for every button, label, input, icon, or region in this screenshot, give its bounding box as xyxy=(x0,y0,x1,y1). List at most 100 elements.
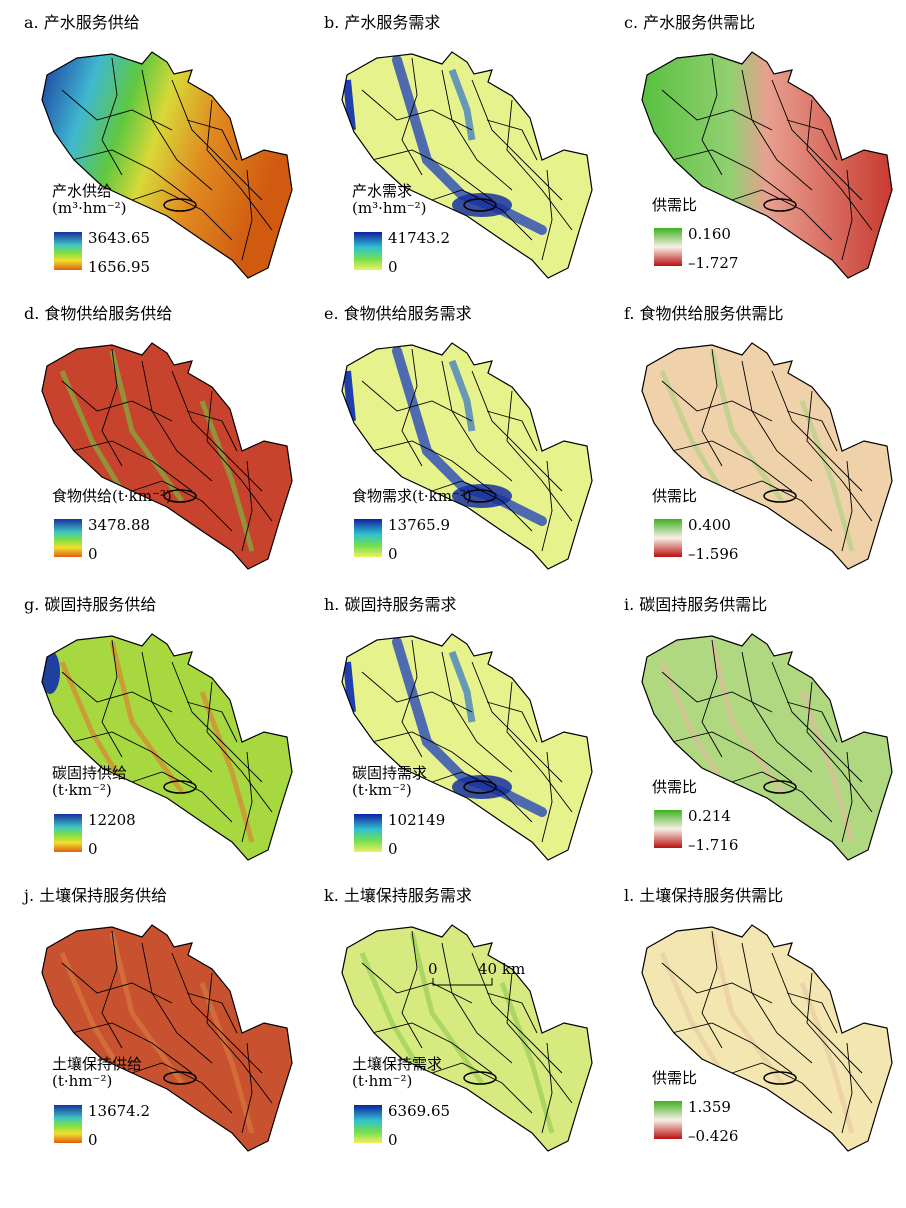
scale-bar: 0 40 km xyxy=(428,960,525,986)
legend-colorbar xyxy=(54,1105,82,1143)
demand-hotspot xyxy=(448,68,476,141)
urban-area xyxy=(163,489,197,503)
subbasin-boundary xyxy=(441,651,513,773)
map xyxy=(42,52,292,278)
subbasin-boundary xyxy=(186,992,238,1034)
panel-title: c. 产水服务供需比 xyxy=(624,13,755,32)
subbasin-boundary xyxy=(671,731,793,783)
demand-hotspot xyxy=(448,650,476,723)
subbasin-boundary xyxy=(506,390,573,522)
subbasin-boundary xyxy=(186,701,238,743)
legend-max: 13674.2 xyxy=(88,1102,150,1120)
map-texture xyxy=(659,641,855,843)
legend-title: 碳固持供给 xyxy=(52,764,127,782)
subbasin-boundary xyxy=(701,639,723,758)
subbasin-boundary xyxy=(401,57,423,176)
legend-title: 产水供给 xyxy=(52,182,112,200)
legend-title: 土壤保持需求 xyxy=(352,1055,442,1073)
subbasin-boundary xyxy=(471,952,563,1074)
scale-end: 40 km xyxy=(478,960,525,978)
subbasin-boundary xyxy=(401,348,423,467)
subbasin-boundary xyxy=(701,930,723,1049)
subbasin-boundary xyxy=(841,169,853,261)
urban-area xyxy=(463,489,497,503)
subbasin-boundary xyxy=(541,169,553,261)
subbasin-boundary xyxy=(241,460,253,552)
demand-hotspot xyxy=(452,775,512,799)
legend-min: 0 xyxy=(388,1131,398,1149)
legend-max: 3478.88 xyxy=(88,516,150,534)
legend-title: (m³·hm⁻²) xyxy=(52,199,127,217)
subbasin-boundary xyxy=(471,370,563,492)
subbasin-boundary xyxy=(401,639,423,758)
subbasin-boundary xyxy=(701,348,723,467)
urban-area xyxy=(763,198,797,212)
subbasin-boundary xyxy=(141,69,213,191)
subbasin-boundary xyxy=(241,751,253,843)
map-texture xyxy=(659,350,855,552)
legend-title: 供需比 xyxy=(652,778,697,796)
subbasin-boundary xyxy=(101,57,123,176)
subbasin-boundary xyxy=(731,480,833,532)
subbasin-boundary xyxy=(771,79,863,201)
subbasin-boundary xyxy=(471,79,563,201)
panel-title: k. 土壤保持服务需求 xyxy=(324,886,472,905)
subbasin-boundary xyxy=(101,639,123,758)
subbasin-boundary xyxy=(741,69,813,191)
demand-hotspot xyxy=(452,193,512,217)
legend-title: 食物供给(t·km⁻²) xyxy=(52,487,172,505)
subbasin-boundary xyxy=(141,360,213,482)
subbasin-boundary xyxy=(71,149,193,201)
legend-max: 0.160 xyxy=(688,225,731,243)
legend-min: –1.596 xyxy=(688,545,738,563)
legend-min: 0 xyxy=(88,545,98,563)
legend-title: 供需比 xyxy=(652,196,697,214)
map xyxy=(342,925,592,1151)
subbasin-boundary xyxy=(786,992,838,1034)
legend-colorbar xyxy=(654,810,682,848)
subbasin-boundary xyxy=(786,410,838,452)
subbasin-boundary xyxy=(186,119,238,161)
map xyxy=(342,343,592,569)
subbasin-boundary xyxy=(671,1022,793,1074)
subbasin-boundary xyxy=(141,942,213,1064)
map xyxy=(642,634,892,860)
subbasin-boundary xyxy=(841,1042,853,1134)
subbasin-boundary xyxy=(471,661,563,783)
legend-title: 产水需求 xyxy=(352,182,412,200)
map-texture xyxy=(59,641,255,843)
map-texture xyxy=(59,932,255,1134)
scale-start: 0 xyxy=(428,960,438,978)
legend-title: 食物需求(t·km⁻²) xyxy=(352,487,472,505)
subbasin-boundary xyxy=(441,360,513,482)
scale-line xyxy=(432,978,493,986)
subbasin-boundary xyxy=(206,972,273,1104)
legend-min: 0 xyxy=(88,1131,98,1149)
subbasin-boundary xyxy=(506,681,573,813)
demand-hotspot xyxy=(392,637,547,817)
legend-title: 供需比 xyxy=(652,1069,697,1087)
demand-hotspot xyxy=(392,346,547,526)
map xyxy=(42,925,292,1151)
subbasin-boundary xyxy=(486,410,538,452)
subbasin-boundary xyxy=(506,972,573,1104)
subbasin-boundary xyxy=(541,1042,553,1134)
urban-area xyxy=(163,1071,197,1085)
subbasin-boundary xyxy=(171,370,263,492)
map xyxy=(42,343,292,569)
subbasin-boundary xyxy=(371,1022,493,1074)
map-texture xyxy=(659,932,855,1134)
subbasin-boundary xyxy=(541,460,553,552)
urban-area xyxy=(763,489,797,503)
subbasin-boundary xyxy=(131,480,233,532)
subbasin-boundary xyxy=(541,751,553,843)
subbasin-boundary xyxy=(786,701,838,743)
subbasin-boundary xyxy=(171,661,263,783)
subbasin-boundary xyxy=(486,701,538,743)
